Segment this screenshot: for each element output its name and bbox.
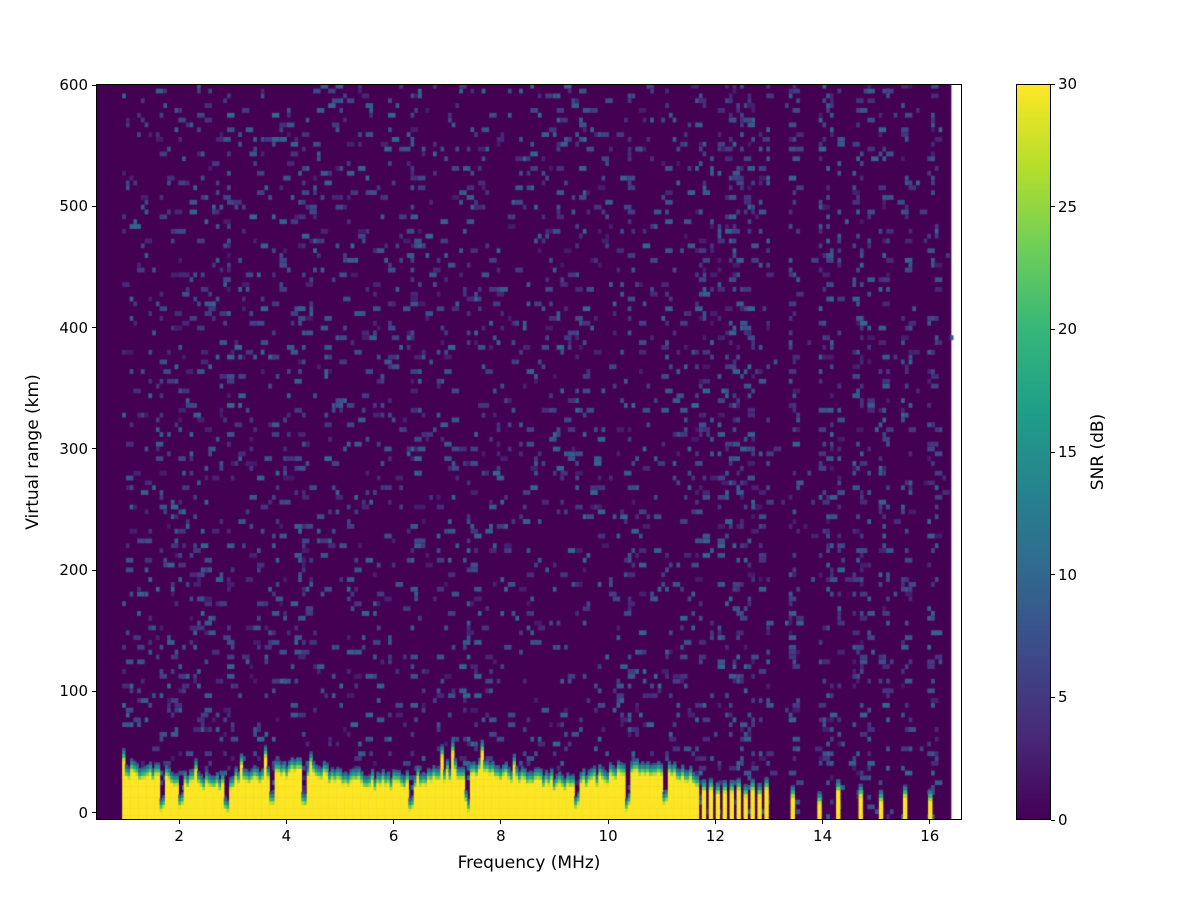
y-tick-label: 600 [59, 76, 88, 95]
y-tick-mark [92, 327, 96, 329]
x-tick-label: 12 [705, 827, 725, 845]
x-tick-label: 14 [813, 827, 833, 845]
colorbar-tick-label: 10 [1058, 565, 1078, 584]
x-tick-mark [500, 820, 502, 824]
colorbar-tick-label: 25 [1058, 197, 1078, 216]
y-axis-label: Virtual range (km) [23, 374, 43, 530]
y-tick-label: 100 [59, 682, 88, 701]
x-tick-mark [822, 820, 824, 824]
colorbar-tick-label: 5 [1058, 688, 1068, 707]
x-tick-mark [393, 820, 395, 824]
y-tick-mark [92, 690, 96, 692]
colorbar-tick-label: 30 [1058, 75, 1078, 93]
x-axis-label: Frequency (MHz) [457, 853, 601, 873]
colorbar-tick-label: 20 [1058, 320, 1078, 339]
x-tick-mark [285, 820, 287, 824]
colorbar-tick-mark [1051, 819, 1055, 821]
x-tick-label: 6 [388, 827, 399, 845]
heatmap-canvas [97, 85, 961, 819]
y-tick-mark [92, 84, 96, 86]
colorbar-label: SNR (dB) [1088, 413, 1108, 491]
y-tick-mark [92, 812, 96, 814]
colorbar-tick-label: 0 [1058, 811, 1068, 829]
y-tick-label: 0 [78, 803, 88, 822]
colorbar-tick-mark [1051, 451, 1055, 453]
y-tick-label: 400 [59, 318, 88, 337]
y-tick-mark [92, 448, 96, 450]
y-tick-label: 500 [59, 197, 88, 216]
colorbar-tick-mark [1051, 206, 1055, 208]
x-tick-label: 10 [598, 827, 618, 845]
y-tick-mark [92, 569, 96, 571]
x-tick-mark [178, 820, 180, 824]
x-tick-label: 2 [174, 827, 184, 845]
y-tick-label: 300 [59, 439, 88, 458]
x-tick-label: 8 [496, 827, 506, 845]
x-tick-mark [714, 820, 716, 824]
colorbar-tick-label: 15 [1058, 443, 1078, 461]
x-tick-mark [607, 820, 609, 824]
x-tick-label: 4 [281, 827, 292, 845]
plot-area [96, 84, 962, 820]
colorbar [1016, 84, 1051, 820]
colorbar-tick-mark [1051, 328, 1055, 330]
colorbar-tick-mark [1051, 696, 1055, 698]
y-tick-label: 200 [59, 561, 88, 580]
colorbar-tick-mark [1051, 83, 1055, 85]
x-tick-label: 16 [920, 827, 940, 845]
colorbar-gradient [1017, 85, 1050, 819]
y-tick-mark [92, 205, 96, 207]
x-tick-mark [929, 820, 931, 824]
colorbar-tick-mark [1051, 574, 1055, 576]
